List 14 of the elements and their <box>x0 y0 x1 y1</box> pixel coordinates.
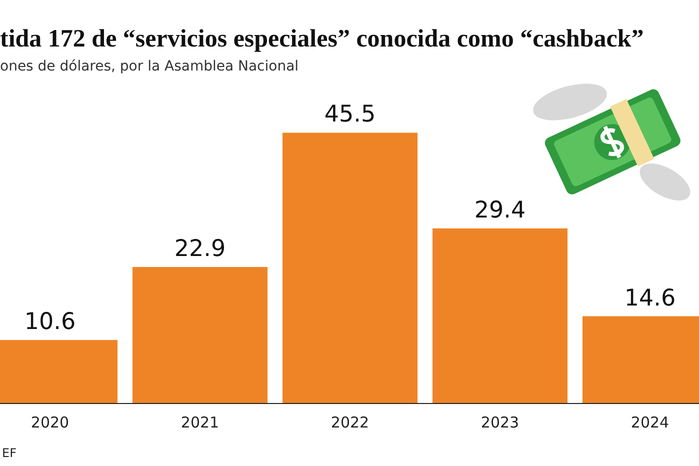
x-tick-label: 2024 <box>630 414 670 432</box>
x-tick-label: 2023 <box>480 414 520 432</box>
bar <box>282 132 418 403</box>
data-label: 14.6 <box>624 285 676 312</box>
chart-subtitle: ones de dólares, por la Asamblea Nacional <box>0 58 299 75</box>
data-label: 29.4 <box>474 197 526 224</box>
chart-title: tida 172 de “servicios especiales” conocida como “cashback” <box>0 26 644 53</box>
x-tick-label: 2020 <box>30 414 70 432</box>
data-label: 45.5 <box>324 102 376 128</box>
text: EF <box>2 446 16 460</box>
x-tick-label: 2022 <box>330 414 370 432</box>
x-tick-label: 2021 <box>180 414 220 432</box>
data-label: 22.9 <box>174 236 226 262</box>
data-label: 10.6 <box>24 309 76 336</box>
